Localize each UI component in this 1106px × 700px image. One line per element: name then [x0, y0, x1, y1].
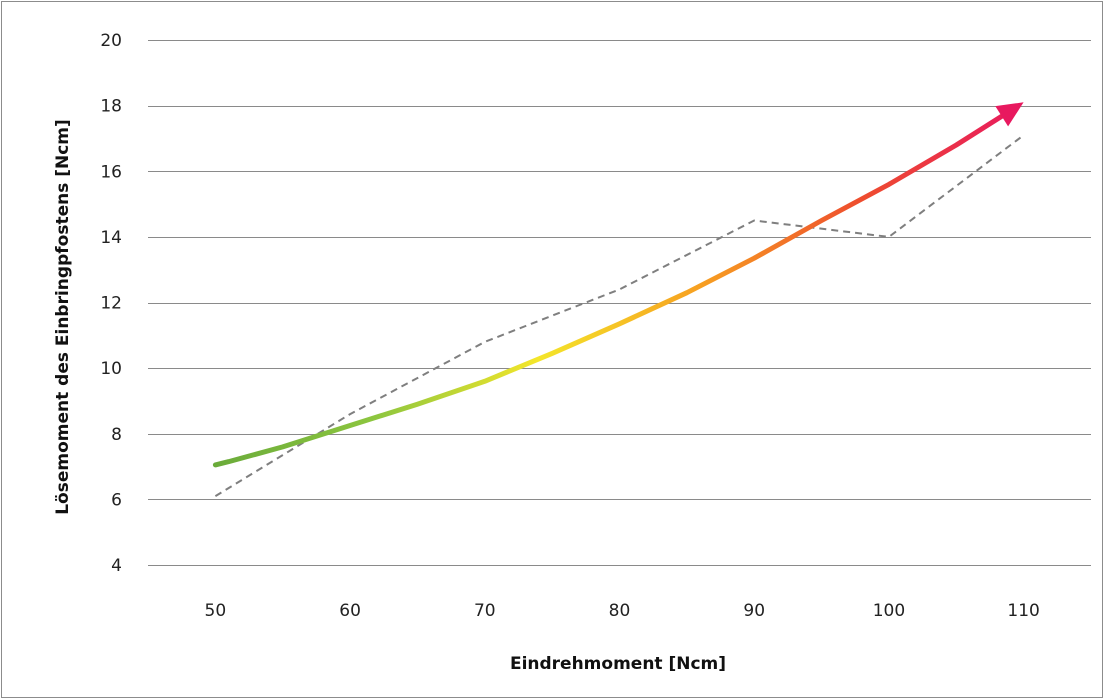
y-tick-label: 12 — [100, 294, 122, 314]
y-tick-label: 10 — [100, 359, 122, 379]
trend-arrow-head — [995, 102, 1024, 127]
y-tick-label: 4 — [111, 556, 122, 576]
y-tick-label: 14 — [100, 228, 122, 248]
dashed-data-series — [214, 134, 1025, 497]
x-tick-label: 50 — [205, 601, 227, 621]
y-axis-title: Lösemoment des Einbringpfostens [Ncm] — [53, 119, 73, 515]
y-tick-label: 20 — [100, 31, 122, 51]
x-tick-label: 100 — [873, 601, 905, 621]
x-axis-title: Eindrehmoment [Ncm] — [510, 654, 726, 674]
x-tick-label: 80 — [609, 601, 631, 621]
y-tick-label: 8 — [111, 425, 122, 445]
y-tick-label: 6 — [111, 490, 122, 510]
x-tick-label: 90 — [743, 601, 765, 621]
y-tick-label: 16 — [100, 162, 122, 182]
trend-arrow-line — [212, 111, 1008, 468]
x-tick-label: 60 — [339, 601, 361, 621]
x-tick-label: 110 — [1007, 601, 1039, 621]
x-tick-label: 70 — [474, 601, 496, 621]
y-tick-label: 18 — [100, 97, 122, 117]
